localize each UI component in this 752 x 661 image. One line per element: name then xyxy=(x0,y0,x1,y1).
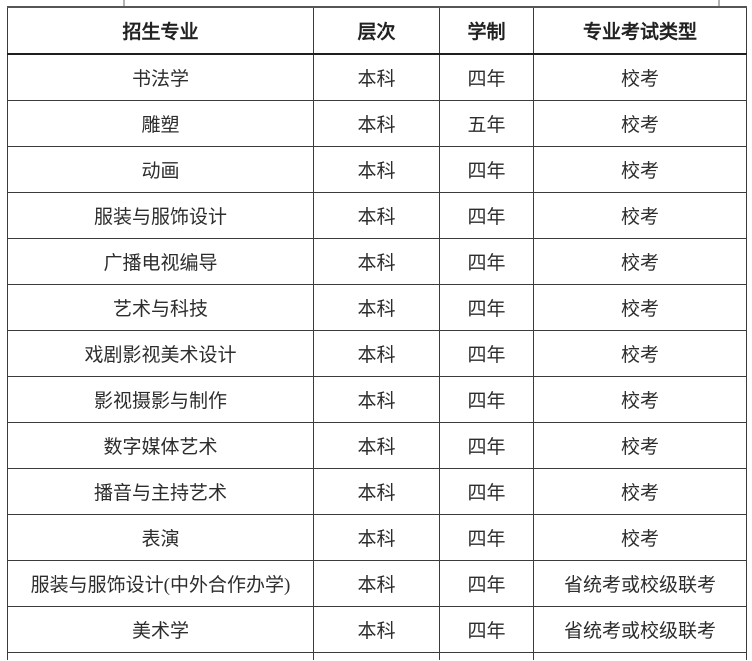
table-row: 艺术与科技 本科 四年 校考 xyxy=(7,284,747,331)
table-row: 戏剧影视美术设计 本科 四年 校考 xyxy=(7,330,747,377)
table-header: 招生专业 层次 学制 专业考试类型 xyxy=(7,6,747,55)
table-cell-empty xyxy=(7,652,314,660)
table-row: 影视摄影与制作 本科 四年 校考 xyxy=(7,376,747,423)
table-cell-level: 本科 xyxy=(313,422,440,469)
table-cell-level: 本科 xyxy=(313,192,440,239)
table-cell-duration: 四年 xyxy=(439,376,534,423)
table-cell-level: 本科 xyxy=(313,284,440,331)
table-cell-major: 美术学 xyxy=(7,606,314,653)
table-header-row: 招生专业 层次 学制 专业考试类型 xyxy=(7,6,747,55)
table-cell-duration: 四年 xyxy=(439,468,534,515)
table-cell-major: 雕塑 xyxy=(7,100,314,147)
table-cell-duration: 四年 xyxy=(439,330,534,377)
table-cell-major: 艺术与科技 xyxy=(7,284,314,331)
table-row: 数字媒体艺术 本科 四年 校考 xyxy=(7,422,747,469)
table-cell-level: 本科 xyxy=(313,560,440,607)
table-row: 书法学 本科 四年 校考 xyxy=(7,53,747,101)
table-row: 播音与主持艺术 本科 四年 校考 xyxy=(7,468,747,515)
table-cell-duration: 四年 xyxy=(439,514,534,561)
table-body: 书法学 本科 四年 校考 雕塑 本科 五年 校考 动画 本科 四年 校考 服装与服饰设计 本科 四年 校考 广播… xyxy=(7,53,747,660)
table-cell-exam_type: 校考 xyxy=(533,146,747,193)
table-cell-exam_type: 校考 xyxy=(533,53,747,101)
table-cell-duration: 四年 xyxy=(439,192,534,239)
table-cell-level: 本科 xyxy=(313,53,440,101)
table-cell-level: 本科 xyxy=(313,514,440,561)
table-cell-duration: 五年 xyxy=(439,100,534,147)
table-cell-empty xyxy=(439,652,534,660)
table-row: 服装与服饰设计 本科 四年 校考 xyxy=(7,192,747,239)
table-cell-major: 服装与服饰设计 xyxy=(7,192,314,239)
table-cell-exam_type: 校考 xyxy=(533,284,747,331)
table-cell-duration: 四年 xyxy=(439,560,534,607)
table-cell-exam_type: 校考 xyxy=(533,376,747,423)
table-cell-major: 服装与服饰设计(中外合作办学) xyxy=(7,560,314,607)
table-cell-empty xyxy=(313,652,440,660)
column-header-exam-type: 专业考试类型 xyxy=(533,6,747,55)
table-row: 表演 本科 四年 校考 xyxy=(7,514,747,561)
table-cell-major: 书法学 xyxy=(7,53,314,101)
table-cell-exam_type: 校考 xyxy=(533,468,747,515)
table-cell-level: 本科 xyxy=(313,146,440,193)
column-header-duration: 学制 xyxy=(439,6,534,55)
table-row-partial xyxy=(7,652,747,660)
table-cell-duration: 四年 xyxy=(439,606,534,653)
table-cell-major: 动画 xyxy=(7,146,314,193)
table-row: 动画 本科 四年 校考 xyxy=(7,146,747,193)
table-cell-level: 本科 xyxy=(313,330,440,377)
table-cell-exam_type: 校考 xyxy=(533,238,747,285)
enrollment-majors-table: 招生专业 层次 学制 专业考试类型 书法学 本科 四年 校考 雕塑 本科 五年 校考 动画 本科四… xyxy=(7,6,747,660)
table-cell-major: 数字媒体艺术 xyxy=(7,422,314,469)
table-cell-major: 影视摄影与制作 xyxy=(7,376,314,423)
table-row: 服装与服饰设计(中外合作办学) 本科 四年 省统考或校级联考 xyxy=(7,560,747,607)
table-cell-exam_type: 省统考或校级联考 xyxy=(533,606,747,653)
table-cell-exam_type: 校考 xyxy=(533,192,747,239)
cropped-row-artifact-line xyxy=(718,0,720,6)
table-cell-major: 广播电视编导 xyxy=(7,238,314,285)
table-cell-level: 本科 xyxy=(313,606,440,653)
table-cell-exam_type: 校考 xyxy=(533,514,747,561)
table-cell-level: 本科 xyxy=(313,238,440,285)
table-cell-duration: 四年 xyxy=(439,238,534,285)
table-cell-duration: 四年 xyxy=(439,284,534,331)
table-cell-exam_type: 校考 xyxy=(533,100,747,147)
cropped-row-artifact-line xyxy=(123,0,125,6)
table-row: 雕塑 本科 五年 校考 xyxy=(7,100,747,147)
table-cell-major: 播音与主持艺术 xyxy=(7,468,314,515)
table-cell-duration: 四年 xyxy=(439,53,534,101)
table-cell-exam_type: 省统考或校级联考 xyxy=(533,560,747,607)
table-cell-exam_type: 校考 xyxy=(533,422,747,469)
table-cell-level: 本科 xyxy=(313,376,440,423)
table-cell-duration: 四年 xyxy=(439,422,534,469)
table-cell-duration: 四年 xyxy=(439,146,534,193)
table-row: 美术学 本科 四年 省统考或校级联考 xyxy=(7,606,747,653)
table-cell-exam_type: 校考 xyxy=(533,330,747,377)
table-cell-major: 表演 xyxy=(7,514,314,561)
table-row: 广播电视编导 本科 四年 校考 xyxy=(7,238,747,285)
table-cell-major: 戏剧影视美术设计 xyxy=(7,330,314,377)
column-header-level: 层次 xyxy=(313,6,440,55)
table-cell-empty xyxy=(533,652,747,660)
table-cell-level: 本科 xyxy=(313,468,440,515)
table-cell-level: 本科 xyxy=(313,100,440,147)
column-header-major: 招生专业 xyxy=(7,6,314,55)
